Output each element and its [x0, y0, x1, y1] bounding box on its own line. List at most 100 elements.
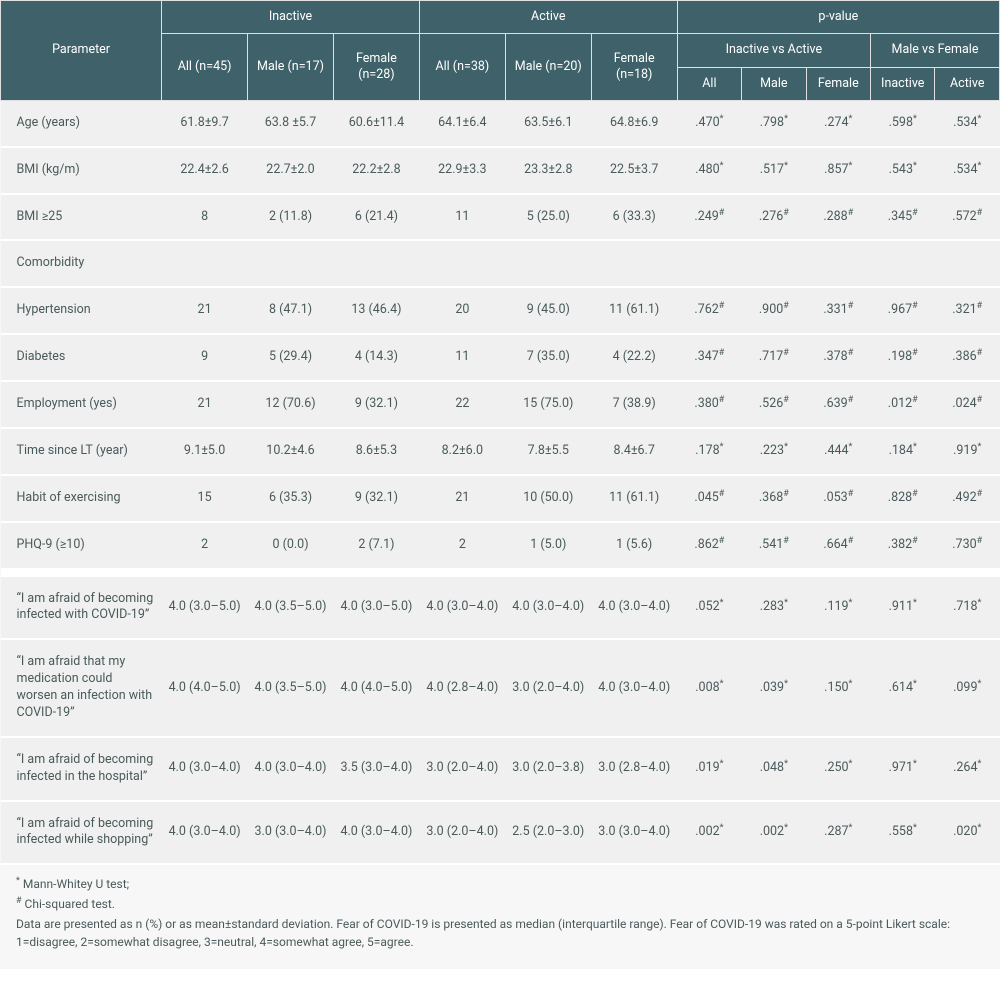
table-cell: 9 (45.0): [505, 287, 591, 334]
table-row: Employment (yes)2112 (70.6)9 (32.1)2215 …: [1, 381, 1000, 428]
table-cell: 7 (38.9): [591, 381, 677, 428]
table-cell: 3.0 (3.0–4.0): [248, 801, 334, 865]
table-cell: 60.6±11.4: [333, 100, 419, 146]
table-cell: .020*: [935, 801, 1000, 865]
table-cell: .517*: [742, 147, 806, 194]
table-cell: .444*: [806, 428, 870, 475]
table-cell: .345#: [871, 194, 935, 241]
table-cell: Hypertension: [1, 287, 162, 334]
table-cell: .178*: [677, 428, 741, 475]
table-cell: 22.9±3.3: [419, 147, 505, 194]
table-cell: 9 (32.1): [333, 381, 419, 428]
table-cell: .002*: [742, 801, 806, 865]
table-cell: .911*: [871, 577, 935, 640]
table-cell: .386#: [935, 334, 1000, 381]
table-cell: .274*: [806, 100, 870, 146]
table-cell: 11 (61.1): [591, 287, 677, 334]
table-cell: .288#: [806, 194, 870, 241]
table-cell: .099*: [935, 639, 1000, 737]
table-cell: 4.0 (3.0–5.0): [162, 577, 248, 640]
table-cell: 11: [419, 194, 505, 241]
table-cell: “I am afraid of becoming infected while …: [1, 801, 162, 865]
table-cell: .919*: [935, 428, 1000, 475]
table-body: Age (years)61.8±9.763.8 ±5.760.6±11.4 64.…: [1, 100, 1000, 864]
table-cell: 7.8±5.5: [505, 428, 591, 475]
table-cell: .368#: [742, 475, 806, 522]
table-cell: 10.2±4.6: [248, 428, 334, 475]
table-cell: .287*: [806, 801, 870, 865]
table-cell: .347#: [677, 334, 741, 381]
table-cell: 8.2±6.0: [419, 428, 505, 475]
table-row: “I am afraid that my medication could wo…: [1, 639, 1000, 737]
table-cell: 4.0 (3.5–5.0): [248, 639, 334, 737]
table-cell: 4.0 (3.0–5.0): [333, 577, 419, 640]
table-cell: .572#: [935, 194, 1000, 241]
table-cell: Habit of exercising: [1, 475, 162, 522]
table-cell: .664#: [806, 522, 870, 569]
table-cell: .717#: [742, 334, 806, 381]
table-cell: Age (years): [1, 100, 162, 146]
table-cell: 20: [419, 287, 505, 334]
table-cell: 13 (46.4): [333, 287, 419, 334]
table-row: PHQ-9 (≥10)20 (0.0)2 (7.1)21 (5.0)1 (5.6…: [1, 522, 1000, 569]
table-cell: 8 (47.1): [248, 287, 334, 334]
table-row: Diabetes95 (29.4)4 (14.3)117 (35.0)4 (22…: [1, 334, 1000, 381]
col-inactive-female: Female (n=28): [333, 34, 419, 101]
table-cell: .198#: [871, 334, 935, 381]
table-cell: .378#: [806, 334, 870, 381]
table-cell: 4.0 (2.8–4.0): [419, 639, 505, 737]
table-cell: .019*: [677, 737, 741, 801]
table-cell: 64.8±6.9: [591, 100, 677, 146]
table-cell: .828#: [871, 475, 935, 522]
table-cell: .045#: [677, 475, 741, 522]
table-cell: 4.0 (3.0–4.0): [333, 801, 419, 865]
table-cell: .480*: [677, 147, 741, 194]
table-cell: 5 (29.4): [248, 334, 334, 381]
table-cell: .012#: [871, 381, 935, 428]
table-cell: .971*: [871, 737, 935, 801]
table-cell: .380#: [677, 381, 741, 428]
table-cell: 61.8±9.7: [162, 100, 248, 146]
col-inactive-all: All (n=45): [162, 34, 248, 101]
table-cell: Time since LT (year): [1, 428, 162, 475]
col-active: Active: [419, 1, 677, 34]
table-cell: Employment (yes): [1, 381, 162, 428]
table-cell: .264*: [935, 737, 1000, 801]
table-cell: 6 (35.3): [248, 475, 334, 522]
table-cell: 3.0 (2.0–4.0): [419, 801, 505, 865]
table-cell: 22: [419, 381, 505, 428]
table-cell: 7 (35.0): [505, 334, 591, 381]
table-cell: PHQ-9 (≥10): [1, 522, 162, 569]
footnote-chi-squared: # Chi-squared test.: [16, 895, 984, 913]
spacer-row: [1, 569, 1000, 577]
table-cell: .119*: [806, 577, 870, 640]
table-wrapper: Parameter Inactive Active p-value All (n…: [0, 0, 1000, 969]
table-cell: 15 (75.0): [505, 381, 591, 428]
table-cell: .470*: [677, 100, 741, 146]
table-cell: .250*: [806, 737, 870, 801]
table-cell: .857*: [806, 147, 870, 194]
table-cell: 3.0 (3.0–4.0): [591, 801, 677, 865]
table-cell: 1 (5.0): [505, 522, 591, 569]
table-cell: .558*: [871, 801, 935, 865]
table-cell: BMI (kg/m): [1, 147, 162, 194]
table-cell: 4.0 (3.0–4.0): [162, 801, 248, 865]
col-p-male: Male: [742, 67, 806, 100]
table-cell: .150*: [806, 639, 870, 737]
table-cell: 4.0 (4.0–5.0): [333, 639, 419, 737]
table-cell: .534*: [935, 147, 1000, 194]
table-cell: 63.8 ±5.7: [248, 100, 334, 146]
table-cell: .002*: [677, 801, 741, 865]
table-cell: 4.0 (3.0–4.0): [505, 577, 591, 640]
table-cell: 63.5±6.1: [505, 100, 591, 146]
table-cell: 2.5 (2.0–3.0): [505, 801, 591, 865]
table-cell: .053#: [806, 475, 870, 522]
table-cell: 21: [162, 381, 248, 428]
table-cell: .730#: [935, 522, 1000, 569]
table-cell: 4 (14.3): [333, 334, 419, 381]
table-cell: .541#: [742, 522, 806, 569]
col-male-vs-female: Male vs Female: [871, 34, 1000, 67]
table-cell: 8.6±5.3: [333, 428, 419, 475]
col-p-all: All: [677, 67, 741, 100]
table-cell: .639#: [806, 381, 870, 428]
